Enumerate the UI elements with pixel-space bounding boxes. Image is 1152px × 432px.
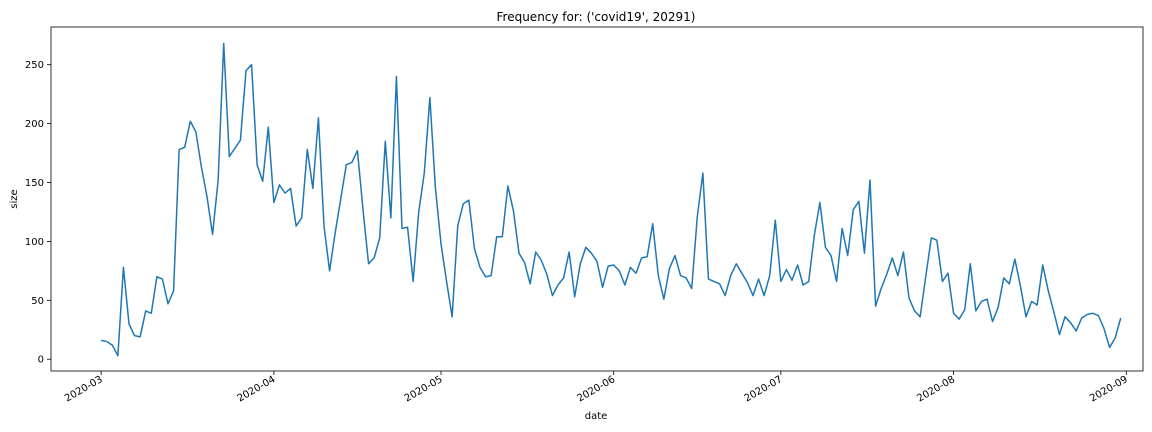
plot-frame (50, 26, 1144, 372)
y-tick-label: 0 (38, 355, 44, 366)
x-tick-label: 2020-05 (403, 374, 445, 404)
x-tick-label: 2020-03 (63, 374, 105, 404)
series-line-0 (100, 42, 1122, 357)
y-axis: 0 50 100 150 200 250 (25, 60, 51, 366)
y-axis-label: size (9, 189, 20, 208)
y-tick-label: 50 (31, 296, 44, 307)
chart-title: Frequency for: ('covid19', 20291) (497, 10, 696, 24)
x-tick-label: 2020-08 (915, 374, 957, 404)
x-axis: 2020-03 2020-04 2020-05 2020-06 2020-07 2020-… (63, 371, 1130, 404)
x-tick-label: 2020-09 (1088, 374, 1130, 404)
x-axis-label: date (585, 411, 608, 422)
x-tick-label: 2020-07 (743, 374, 785, 404)
y-tick-label: 100 (25, 237, 44, 248)
x-tick-label: 2020-06 (576, 374, 618, 404)
y-tick-label: 150 (25, 178, 44, 189)
x-tick-label: 2020-04 (236, 374, 278, 404)
y-tick-label: 200 (25, 119, 44, 130)
y-tick-label: 250 (25, 60, 44, 71)
plot-area (50, 26, 1144, 372)
